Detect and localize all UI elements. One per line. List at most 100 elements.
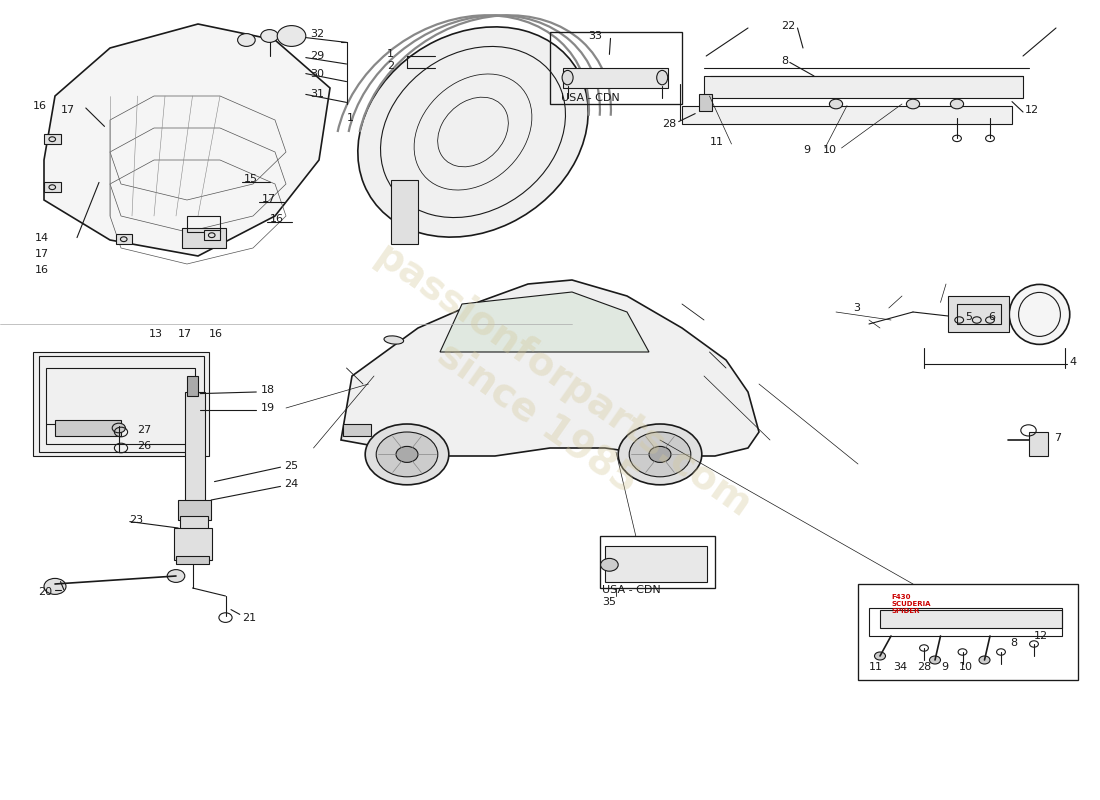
Ellipse shape xyxy=(384,336,404,344)
Circle shape xyxy=(396,446,418,462)
Text: 16: 16 xyxy=(35,265,50,274)
Text: 11: 11 xyxy=(869,662,883,672)
Circle shape xyxy=(112,423,125,433)
Circle shape xyxy=(365,424,449,485)
Text: 9: 9 xyxy=(803,145,810,154)
Text: 13: 13 xyxy=(148,330,163,339)
Text: 12: 12 xyxy=(1034,631,1048,641)
Text: 2: 2 xyxy=(387,61,394,70)
Text: 3: 3 xyxy=(854,303,860,313)
Bar xyxy=(178,500,211,520)
Text: USA - CDN: USA - CDN xyxy=(602,586,660,595)
Text: 6: 6 xyxy=(988,312,994,322)
Bar xyxy=(44,134,60,144)
Circle shape xyxy=(874,652,886,660)
Bar xyxy=(869,608,1062,636)
Text: 5: 5 xyxy=(965,312,971,322)
Bar xyxy=(858,584,1078,680)
Circle shape xyxy=(618,424,702,485)
Text: 17: 17 xyxy=(35,249,50,258)
Bar xyxy=(698,94,712,111)
Ellipse shape xyxy=(562,70,573,85)
Text: 29: 29 xyxy=(310,51,324,61)
Bar xyxy=(563,68,668,88)
Bar xyxy=(55,420,121,436)
Text: USA - CDN: USA - CDN xyxy=(561,94,619,103)
Circle shape xyxy=(629,432,691,477)
Bar xyxy=(44,182,60,192)
Bar xyxy=(116,234,132,244)
Text: 12: 12 xyxy=(1025,106,1040,115)
Text: 1: 1 xyxy=(346,114,353,123)
Ellipse shape xyxy=(657,70,668,85)
Text: 17: 17 xyxy=(262,194,276,204)
Text: 17: 17 xyxy=(178,330,192,339)
Bar xyxy=(343,424,371,436)
Text: 4: 4 xyxy=(1069,358,1076,367)
Text: 16: 16 xyxy=(270,214,284,224)
Bar xyxy=(605,546,707,582)
Bar xyxy=(180,516,208,540)
Text: 8: 8 xyxy=(1010,638,1016,648)
Text: 28: 28 xyxy=(662,119,676,129)
Text: 27: 27 xyxy=(138,426,152,435)
Text: 9: 9 xyxy=(942,662,948,672)
Text: 16: 16 xyxy=(209,330,223,339)
Text: 32: 32 xyxy=(310,30,324,39)
Bar xyxy=(33,352,209,456)
Polygon shape xyxy=(440,292,649,352)
Bar xyxy=(682,106,1012,124)
Bar xyxy=(957,304,1001,324)
Text: 20: 20 xyxy=(39,587,53,597)
Text: 17: 17 xyxy=(60,106,75,115)
Text: 25: 25 xyxy=(284,461,298,470)
Text: passionforparts.com
since 1985: passionforparts.com since 1985 xyxy=(342,238,758,562)
Text: 10: 10 xyxy=(823,145,837,154)
Bar xyxy=(204,230,220,240)
Text: 24: 24 xyxy=(284,479,298,489)
Bar xyxy=(185,392,205,504)
Bar xyxy=(550,32,682,104)
Circle shape xyxy=(44,578,66,594)
Circle shape xyxy=(238,34,255,46)
Circle shape xyxy=(601,558,618,571)
Bar xyxy=(390,180,418,244)
Bar xyxy=(39,356,204,452)
Circle shape xyxy=(829,99,843,109)
Text: 11: 11 xyxy=(710,137,724,146)
Circle shape xyxy=(167,570,185,582)
Bar xyxy=(880,610,1062,628)
Bar xyxy=(948,296,1009,332)
Text: 16: 16 xyxy=(33,101,47,110)
Bar xyxy=(46,368,195,444)
Circle shape xyxy=(261,30,278,42)
Text: 18: 18 xyxy=(261,385,275,394)
Text: 26: 26 xyxy=(138,442,152,451)
Text: 10: 10 xyxy=(959,662,974,672)
Text: 15: 15 xyxy=(244,174,258,184)
Text: 35: 35 xyxy=(602,597,616,606)
Bar xyxy=(704,76,1023,98)
Circle shape xyxy=(979,656,990,664)
Circle shape xyxy=(649,446,671,462)
Text: 19: 19 xyxy=(261,403,275,413)
Bar xyxy=(600,536,715,588)
Text: 1: 1 xyxy=(387,49,394,58)
Polygon shape xyxy=(44,24,330,256)
Bar xyxy=(182,228,225,248)
Circle shape xyxy=(376,432,438,477)
Bar xyxy=(187,216,220,232)
Text: 31: 31 xyxy=(310,90,324,99)
Ellipse shape xyxy=(358,27,588,237)
Text: F430
SCUDERIA
SPIDER: F430 SCUDERIA SPIDER xyxy=(891,594,931,614)
Bar xyxy=(187,376,198,396)
Text: 22: 22 xyxy=(781,22,795,31)
Text: 8: 8 xyxy=(781,56,788,66)
Text: 7: 7 xyxy=(1054,433,1060,442)
Circle shape xyxy=(906,99,920,109)
Circle shape xyxy=(950,99,964,109)
Text: 23: 23 xyxy=(129,515,143,525)
Text: 28: 28 xyxy=(917,662,932,672)
Polygon shape xyxy=(341,280,759,456)
Bar xyxy=(174,528,212,560)
